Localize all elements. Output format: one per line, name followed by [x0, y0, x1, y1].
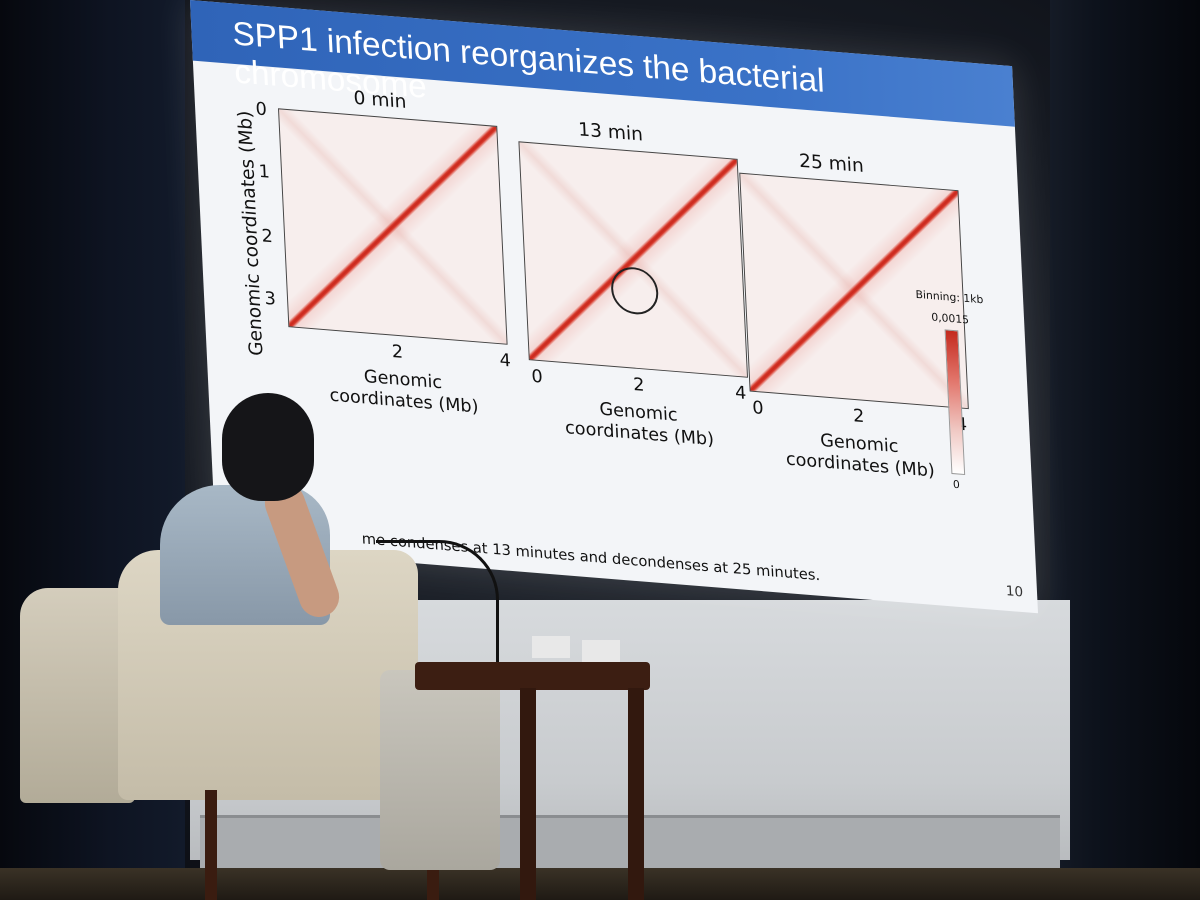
- name-card: [582, 640, 620, 662]
- stage-floor: [0, 868, 1200, 900]
- microphone-stand: [376, 540, 499, 673]
- hic-heatmap-0min: [278, 108, 508, 345]
- x-axis-label-panel1: Genomic coordinates (Mb): [305, 362, 503, 421]
- y-tick: 2: [261, 225, 274, 248]
- y-tick: 1: [258, 161, 271, 183]
- person-head: [222, 393, 314, 501]
- x-axis-label-panel3: Genomic coordinates (Mb): [761, 426, 959, 485]
- side-chair: [20, 588, 135, 803]
- y-tick: 3: [264, 288, 277, 310]
- x-tick: 0: [531, 366, 544, 388]
- slide-number: 10: [1005, 583, 1024, 601]
- hic-heatmap-13min: [518, 141, 749, 378]
- x-tick: 4: [499, 349, 512, 372]
- x-tick: 2: [852, 405, 865, 428]
- right-curtain: [1050, 0, 1200, 900]
- x-tick: 4: [734, 382, 747, 404]
- name-card: [532, 636, 570, 658]
- x-tick: 0: [751, 397, 765, 419]
- person-legs: [380, 670, 500, 870]
- x-axis-label-panel2: Genomic coordinates (Mb): [540, 394, 738, 453]
- y-tick: 0: [255, 98, 268, 121]
- side-table: [415, 662, 650, 690]
- x-tick: 2: [391, 341, 404, 363]
- table-leg: [520, 688, 536, 900]
- x-tick: 2: [632, 374, 645, 396]
- table-leg: [628, 688, 644, 900]
- colorbar-min-label: 0: [952, 477, 961, 492]
